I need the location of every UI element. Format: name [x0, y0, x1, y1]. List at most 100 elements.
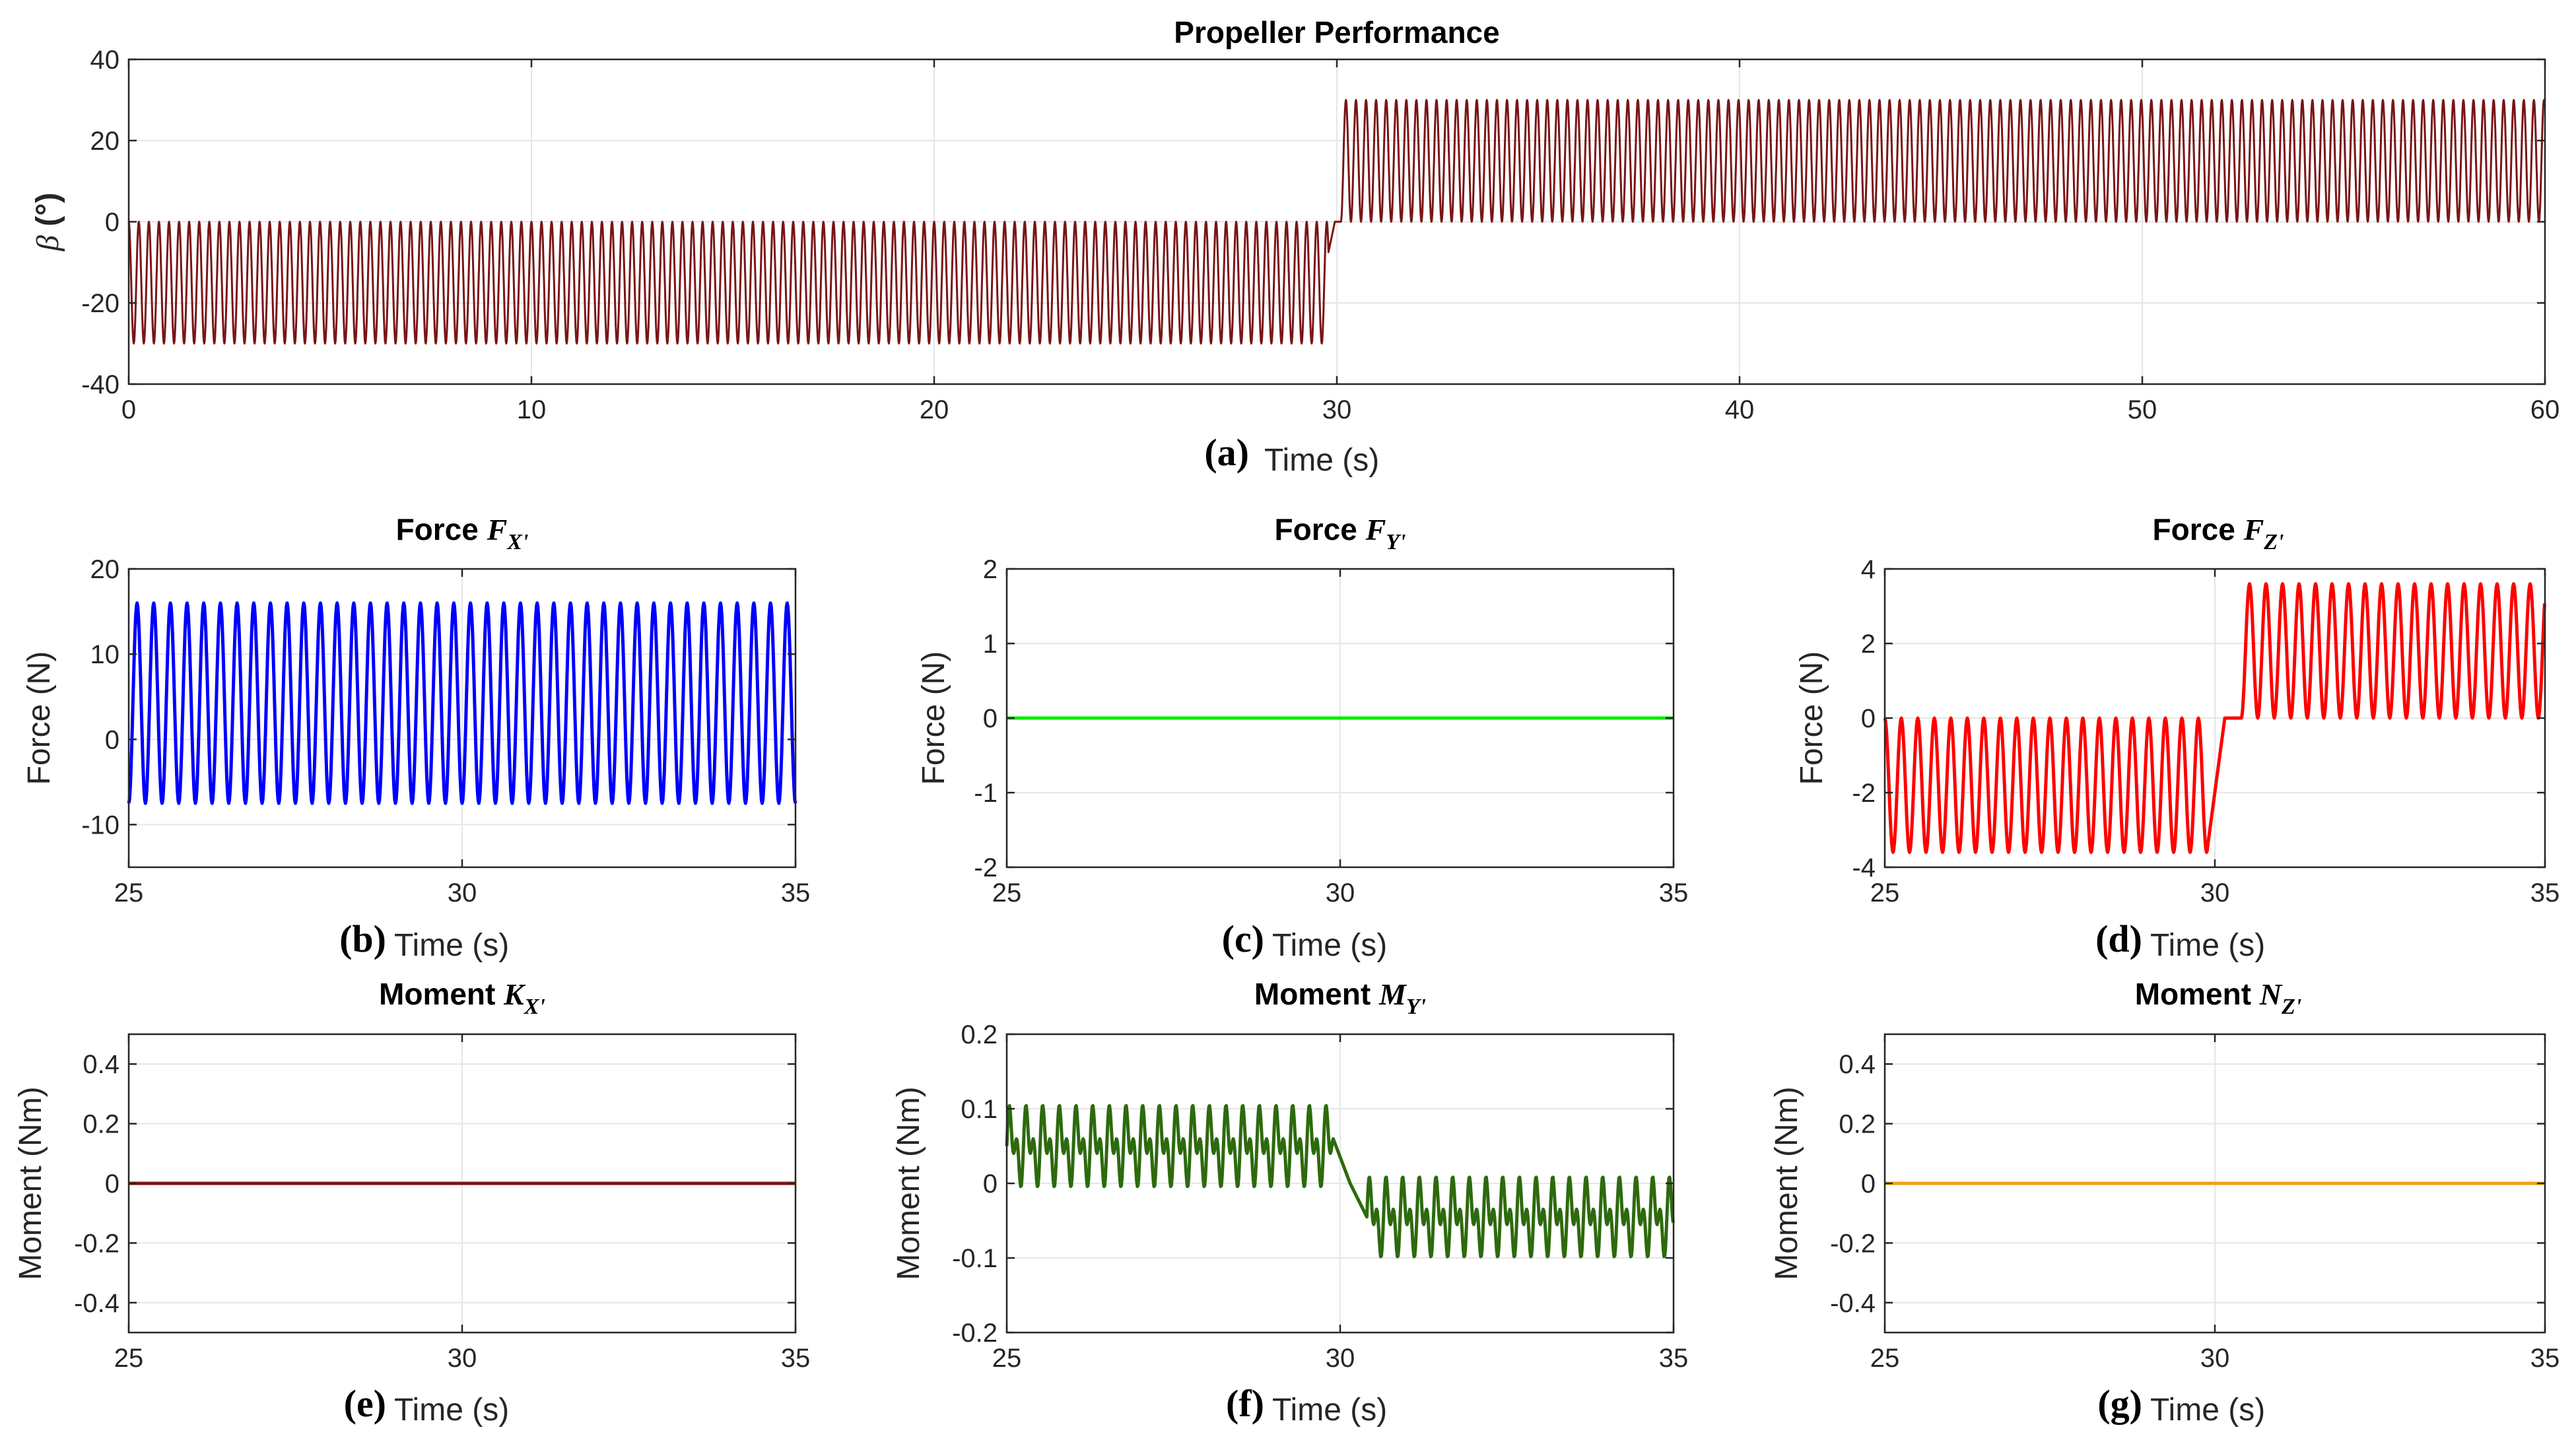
panel-e-ylabel: Moment (Nm)	[13, 1086, 48, 1280]
panel-f-ytick-label: -0.1	[952, 1244, 998, 1273]
panel-a-line	[127, 99, 2546, 345]
panel-a-xtick-label: 10	[517, 395, 547, 424]
panel-g-letter: (g)	[2097, 1382, 2142, 1425]
panel-f-ytick-label: 0.2	[961, 1020, 998, 1049]
panel-g: Moment NZ' -0.4 -0.2 0 0.2 0.4 25 30 35 Moment…	[1769, 977, 2559, 1428]
panel-c-title-main: Force	[1275, 512, 1366, 546]
panel-e-xtick-label: 25	[114, 1344, 144, 1373]
panel-d-xlabel: Time (s)	[2150, 928, 2265, 963]
panel-c-title-subscript: Y'	[1386, 530, 1406, 554]
panel-b-xlabel: Time (s)	[394, 928, 509, 963]
panel-a-xtick-label: 0	[121, 395, 136, 424]
panel-f-ytick-label: 0	[983, 1170, 998, 1199]
panel-d-title-symbol: F	[2243, 513, 2264, 546]
panel-a-xtick-label: 20	[920, 395, 949, 424]
panel-c-title: Force FY'	[1275, 512, 1406, 554]
panel-d-title-main: Force	[2153, 512, 2244, 546]
panel-g-xtick-label: 35	[2530, 1344, 2560, 1373]
panel-f-xticks: 25 30 35	[992, 1034, 1689, 1373]
panel-a-xtick-label: 40	[1725, 395, 1755, 424]
panel-a-letter: (a)	[1204, 431, 1249, 474]
panel-b-ytick-label: -10	[81, 810, 119, 840]
panel-g-xtick-label: 30	[2200, 1344, 2230, 1373]
panel-d-series-Fz	[1883, 582, 2546, 854]
panel-b-ytick-label: 20	[90, 555, 120, 584]
panel-g-xticks: 25 30 35	[1870, 1034, 2560, 1373]
panel-e-letter: (e)	[344, 1382, 386, 1425]
panel-d-ytick-label: 4	[1861, 555, 1876, 584]
panel-f-title-symbol: M	[1378, 977, 1407, 1011]
panel-c-title-symbol: F	[1365, 513, 1386, 546]
panel-b-xtick-label: 25	[114, 878, 144, 907]
panel-f-ytick-label: 0.1	[961, 1095, 998, 1124]
panel-a: Propeller Performance -40 -20 0 20 40 0 10 20 3…	[30, 15, 2559, 478]
panel-c-xtick-label: 25	[992, 878, 1022, 907]
panel-e-yticks: -0.4 -0.2 0 0.2 0.4	[74, 1050, 796, 1318]
panel-b-ytick-label: 0	[105, 725, 119, 754]
panel-d: Force FZ' -4 -2 0 2 4 25 30 35 Force (N) (d) T…	[1794, 512, 2559, 963]
panel-b-title-symbol: F	[487, 513, 508, 546]
panel-c: Force FY' -2 -1 0 1 2 25 30 35 Force (N) (c) T…	[916, 512, 1688, 963]
panel-d-xticks: 25 30 35	[1870, 569, 2560, 907]
panel-d-ylabel: Force (N)	[1794, 651, 1829, 785]
panel-g-ytick-label: 0.4	[1839, 1050, 1876, 1079]
panel-f-xtick-label: 25	[992, 1344, 1022, 1373]
panel-c-yticks: -2 -1 0 1 2	[974, 555, 1674, 882]
panel-g-ylabel: Moment (Nm)	[1769, 1086, 1804, 1280]
panel-g-ytick-label: 0.2	[1839, 1110, 1876, 1139]
panel-e-xtick-label: 30	[448, 1344, 477, 1373]
panel-c-xticks: 25 30 35	[992, 569, 1688, 907]
panel-c-xtick-label: 30	[1326, 878, 1355, 907]
panel-d-ytick-label: -4	[1852, 853, 1876, 882]
panel-a-xticks: 0 10 20 30 40 50 60	[121, 59, 2559, 424]
panel-a-xtick-label: 60	[2530, 395, 2560, 424]
panel-d-line	[1883, 582, 2546, 854]
panel-c-ytick-label: 2	[983, 555, 998, 584]
panel-b-xtick-label: 35	[781, 878, 811, 907]
panel-d-title: Force FZ'	[2153, 512, 2284, 554]
panel-a-ytick-label: 0	[105, 208, 119, 237]
panel-d-xtick-label: 35	[2530, 878, 2560, 907]
panel-f-xtick-label: 35	[1659, 1344, 1689, 1373]
panel-e-ytick-label: -0.2	[74, 1229, 119, 1258]
panel-e-title-symbol: K	[503, 977, 526, 1011]
panel-e-xtick-label: 35	[781, 1344, 811, 1373]
panel-g-ytick-label: 0	[1861, 1170, 1876, 1199]
panel-g-xtick-label: 25	[1870, 1344, 1900, 1373]
panel-a-ytick-label: 20	[90, 127, 120, 156]
panel-f-title: Moment MY'	[1254, 977, 1426, 1019]
panel-e-ytick-label: 0.4	[83, 1050, 119, 1079]
panel-e-title-main: Moment	[379, 977, 504, 1011]
panel-e-xlabel: Time (s)	[394, 1393, 509, 1428]
panel-b-title: Force FX'	[396, 512, 529, 554]
panel-g-xlabel: Time (s)	[2150, 1393, 2265, 1428]
panel-d-ytick-label: -2	[1852, 779, 1876, 808]
panel-b-grid	[129, 569, 796, 867]
panel-f-ylabel: Moment (Nm)	[891, 1086, 926, 1280]
panel-c-ytick-label: -2	[974, 853, 998, 882]
panel-a-xtick-label: 30	[1322, 395, 1352, 424]
panel-b-title-main: Force	[396, 512, 487, 546]
panel-a-ylabel: β (°)	[30, 193, 65, 251]
panel-g-title-subscript: Z'	[2281, 995, 2301, 1019]
panel-e-ytick-label: 0	[105, 1170, 119, 1199]
panel-d-letter: (d)	[2095, 917, 2142, 960]
panel-e: Moment KX' -0.4 -0.2 0 0.2 0.4 25 30 35 Moment…	[13, 977, 810, 1428]
panel-e-ytick-label: -0.4	[74, 1289, 119, 1318]
panel-a-xlabel: Time (s)	[1264, 443, 1379, 478]
panel-f-yticks: -0.2 -0.1 0 0.1 0.2	[952, 1020, 1674, 1348]
panel-f-title-subscript: Y'	[1406, 995, 1426, 1019]
panel-g-title-symbol: N	[2259, 977, 2283, 1011]
panel-f-series-My	[1005, 1104, 1675, 1259]
panel-a-title: Propeller Performance	[1174, 15, 1499, 49]
panel-b-xticks: 25 30 35	[114, 569, 811, 907]
panel-b-line	[127, 601, 797, 805]
panel-e-ytick-label: 0.2	[83, 1110, 119, 1139]
panel-a-ylabel-unit: (°)	[30, 193, 65, 236]
panel-f-grid	[1007, 1034, 1674, 1333]
panel-d-xtick-label: 25	[1870, 878, 1900, 907]
panel-e-title-subscript: X'	[524, 995, 545, 1019]
panel-d-ytick-label: 2	[1861, 630, 1876, 659]
